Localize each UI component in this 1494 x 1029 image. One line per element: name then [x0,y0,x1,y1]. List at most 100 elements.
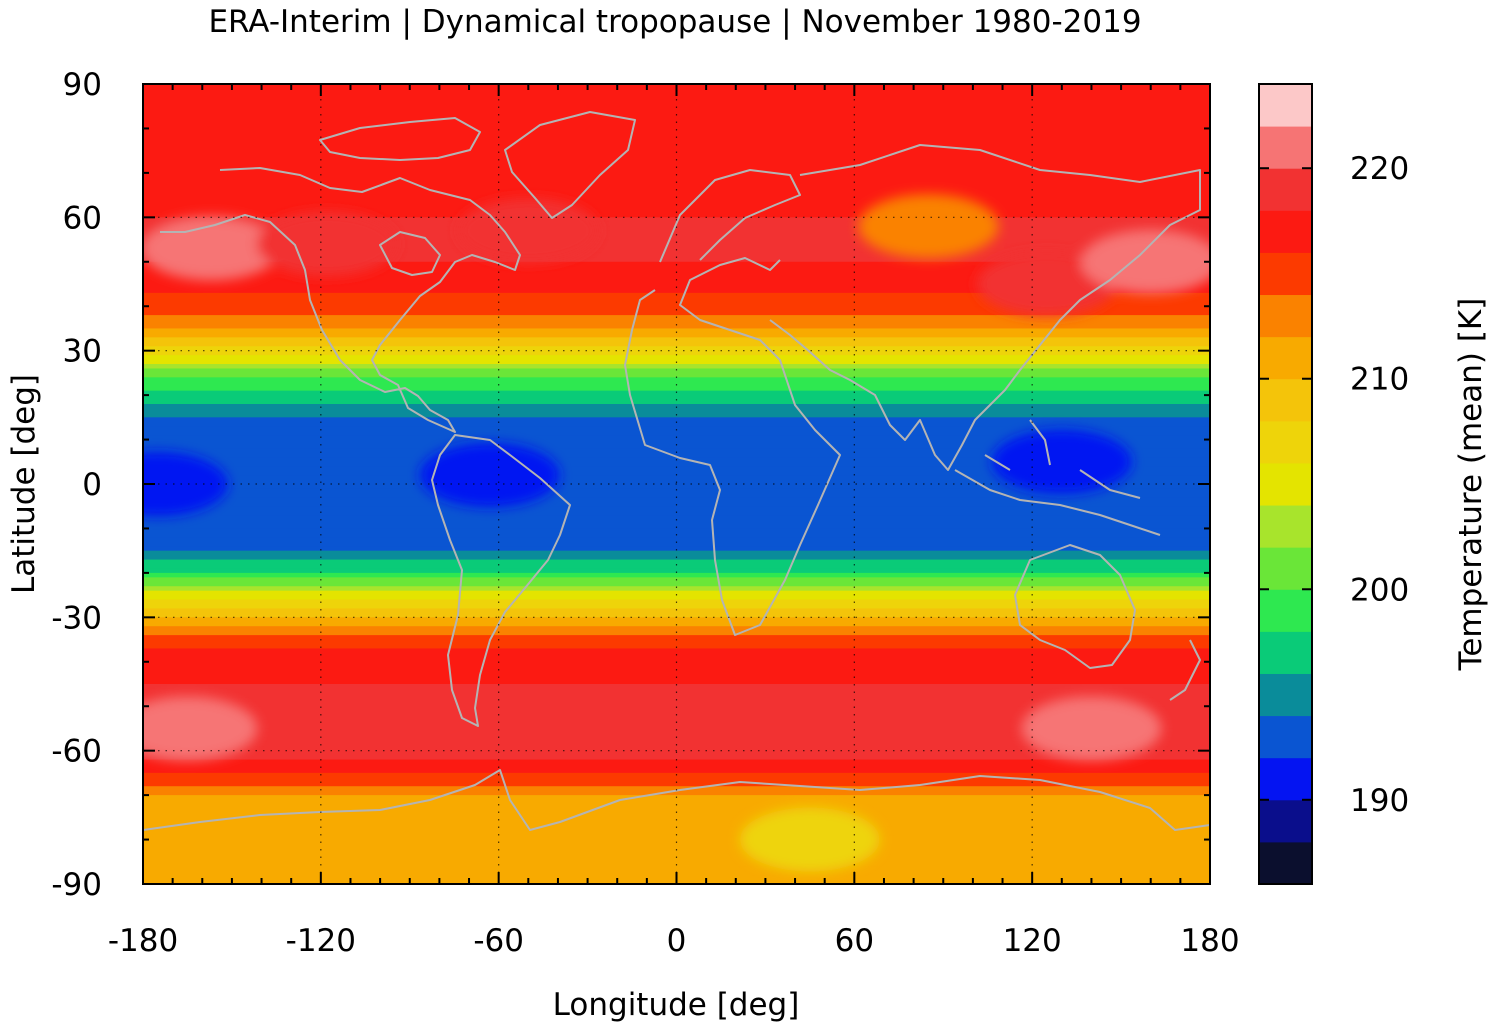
temperature-feature [143,696,258,761]
coastline-maritime-continent [954,419,1161,536]
temperature-band [143,679,1210,685]
temperature-band [143,155,1210,161]
temperature-band [143,786,1210,792]
temperature-band [143,377,1210,383]
colorbar-level [1259,420,1312,464]
temperature-band [143,310,1210,316]
temperature-band [143,275,1210,281]
temperature-feature [976,252,1117,316]
y-tick-label: 90 [63,67,102,103]
temperature-band [143,750,1210,756]
temperature-feature [1021,696,1162,761]
temperature-band [143,724,1210,730]
temperature-band [143,475,1210,481]
temperature-band [143,550,1210,556]
temperature-band [143,844,1210,850]
temperature-feature [858,194,999,259]
temperature-band [143,568,1210,574]
temperature-feature [419,443,560,508]
coastline-asia [769,144,1201,471]
temperature-band [143,110,1210,116]
y-tick-label: -60 [51,734,102,770]
temperature-band [143,826,1210,832]
temperature-band [143,399,1210,405]
temperature-band [143,186,1210,192]
temperature-band [143,324,1210,330]
temperature-band [143,448,1210,454]
coastline-australia [1014,544,1136,669]
temperature-band [143,266,1210,272]
y-axis-tick-labels: -90 -60 -30 0 30 60 90 [51,67,102,903]
coastline-antarctica [143,769,1210,831]
temperature-band [143,706,1210,712]
temperature-band [143,332,1210,338]
temperature-feature [739,807,880,872]
colorbar-level [1259,294,1312,338]
temperature-band [143,190,1210,196]
temperature-feature [1080,229,1210,294]
temperature-band [143,768,1210,774]
temperature-band [143,835,1210,841]
temperature-band [143,804,1210,810]
temperature-band [143,812,1210,818]
temperature-band [143,439,1210,445]
temperature-band [143,301,1210,307]
colorbar-level [1259,168,1312,211]
temperature-band [143,670,1210,676]
x-axis-tick-labels: -180 -120 -60 0 60 120 180 [108,923,1240,959]
temperature-band [143,208,1210,214]
colorbar-level [1259,589,1312,632]
plot-area [143,84,1210,884]
temperature-band [143,732,1210,738]
x-tick-label: -60 [473,923,524,959]
colorbar-label: Temperature (mean) [K] [1453,298,1489,672]
temperature-band [143,497,1210,503]
temperature-band [143,426,1210,432]
temperature-feature [458,198,599,263]
colorbar-level [1259,210,1312,253]
temperature-band [143,692,1210,698]
temperature-band [143,777,1210,783]
temperature-band [143,466,1210,472]
temperature-band [143,586,1210,592]
temperature-band [143,537,1210,543]
colorbar-tick-label: 200 [1350,572,1409,608]
temperature-band [143,199,1210,205]
temperature-band [143,604,1210,610]
temperature-band [143,506,1210,512]
colorbar-tick-labels: 190 200 210 220 [1350,151,1409,819]
temperature-band [143,101,1210,107]
x-tick-label: 180 [1180,923,1239,959]
temperature-band [143,279,1210,285]
temperature-band [143,866,1210,872]
colorbar-level [1259,757,1312,801]
coastline-north-america [160,167,521,433]
coastline-arctic-islands [319,117,481,161]
temperature-band [143,830,1210,836]
temperature-band [143,612,1210,618]
temperature-band [143,430,1210,436]
temperature-band [143,710,1210,716]
temperature-band [143,715,1210,721]
temperature-band [143,617,1210,623]
temperature-band [143,181,1210,187]
temperature-band [143,626,1210,632]
temperature-band [143,515,1210,521]
coastline-europe-africa [624,257,841,636]
coastline-hudson-bay [379,231,441,276]
colorbar-level [1259,799,1312,843]
temperature-band [143,128,1210,134]
temperature-band [143,737,1210,743]
temperature-band [143,470,1210,476]
colorbar-level [1259,715,1312,759]
temperature-band [143,746,1210,752]
temperature-band [143,395,1210,401]
temperature-band [143,372,1210,378]
temperature-band [143,168,1210,174]
temperature-band [143,488,1210,494]
temperature-band [143,444,1210,450]
temperature-band [143,848,1210,854]
temperature-band [143,230,1210,236]
x-tick-label: 120 [1003,923,1062,959]
temperature-band [143,257,1210,263]
